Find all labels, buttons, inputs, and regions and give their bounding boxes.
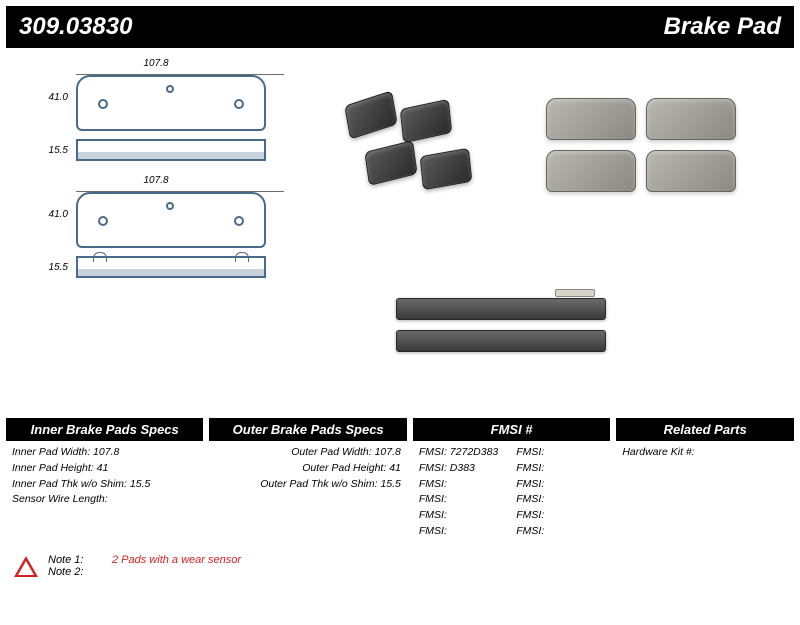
fmsi-block: FMSI # FMSI: 7272D383 FMSI: D383 FMSI: F…: [413, 418, 610, 544]
related-label: Hardware Kit #:: [622, 446, 694, 458]
spec-label: Outer Pad Width:: [291, 446, 371, 458]
inner-pad-face-diagram: 107.8 41.0: [26, 58, 286, 131]
spec-value: 41: [97, 462, 109, 474]
outer-pad-face-diagram: 107.8 41.0: [26, 175, 286, 248]
product-photos: [306, 68, 784, 408]
fmsi-label: FMSI:: [516, 525, 544, 537]
fmsi-value: 7272D383: [450, 446, 498, 458]
notes-row: Note 1: Note 2: 2 Pads with a wear senso…: [6, 554, 794, 578]
pad-photo-front: [546, 150, 636, 192]
specs-row: Inner Brake Pads Specs Inner Pad Width: …: [6, 418, 794, 544]
related-parts-block: Related Parts Hardware Kit #:: [616, 418, 794, 544]
pad-photo-angled: [344, 90, 398, 139]
spec-value: 41: [389, 462, 401, 474]
spec-label: Outer Pad Height:: [302, 462, 386, 474]
pad-photo-edge: [396, 298, 606, 320]
spec-label: Inner Pad Height:: [12, 462, 94, 474]
header-bar: 309.03830 Brake Pad: [6, 6, 794, 48]
note-1-value: 2 Pads with a wear sensor: [112, 554, 241, 566]
fmsi-value: D383: [450, 462, 475, 474]
fmsi-label: FMSI:: [516, 509, 544, 521]
note-1-label: Note 1:: [48, 554, 102, 566]
fmsi-header: FMSI #: [413, 418, 610, 441]
outer-thickness-value: 15.5: [49, 262, 68, 273]
dimension-thickness-left-2: 15.5: [26, 262, 68, 273]
outer-width-value: 107.8: [143, 175, 168, 186]
inner-pad-side-diagram: 15.5: [26, 139, 286, 161]
fmsi-col-1: FMSI: 7272D383 FMSI: D383 FMSI: FMSI: FM…: [419, 445, 498, 540]
pad-photo-front: [646, 98, 736, 140]
dimension-width-top: 107.8: [26, 58, 286, 69]
spec-label: Inner Pad Width:: [12, 446, 90, 458]
spec-value: 15.5: [380, 478, 400, 490]
spec-value: 107.8: [375, 446, 401, 458]
inner-thickness-value: 15.5: [49, 145, 68, 156]
pad-photo-edge: [396, 330, 606, 352]
fmsi-col-2: FMSI: FMSI: FMSI: FMSI: FMSI: FMSI:: [516, 445, 544, 540]
pad-photo-front: [646, 150, 736, 192]
pad-photo-angled: [420, 148, 473, 191]
fmsi-label: FMSI:: [419, 478, 447, 490]
spec-value: 107.8: [93, 446, 119, 458]
inner-specs-block: Inner Brake Pads Specs Inner Pad Width: …: [6, 418, 203, 544]
related-parts-body: Hardware Kit #:: [616, 441, 794, 465]
spec-label: Inner Pad Thk w/o Shim:: [12, 478, 127, 490]
illustration-area: 107.8 41.0 15.5 107.8: [6, 48, 794, 418]
notes-values: 2 Pads with a wear sensor: [112, 554, 241, 566]
inner-specs-body: Inner Pad Width: 107.8 Inner Pad Height:…: [6, 441, 203, 512]
fmsi-label: FMSI:: [419, 446, 447, 458]
spec-label: Sensor Wire Length:: [12, 493, 108, 505]
fmsi-label: FMSI:: [516, 493, 544, 505]
fmsi-label: FMSI:: [516, 462, 544, 474]
dimension-width-top-2: 107.8: [26, 175, 286, 186]
dimension-height-left-2: 41.0: [26, 209, 68, 220]
notes-labels: Note 1: Note 2:: [48, 554, 102, 578]
dimension-thickness-left: 15.5: [26, 145, 68, 156]
warning-icon: [14, 556, 38, 577]
inner-height-value: 41.0: [49, 92, 68, 103]
fmsi-label: FMSI:: [516, 478, 544, 490]
pad-photo-angled: [400, 99, 452, 143]
outer-specs-body: Outer Pad Width: 107.8 Outer Pad Height:…: [209, 441, 406, 496]
fmsi-label: FMSI:: [419, 509, 447, 521]
page-title: Brake Pad: [664, 13, 781, 41]
fmsi-label: FMSI:: [419, 462, 447, 474]
fmsi-body: FMSI: 7272D383 FMSI: D383 FMSI: FMSI: FM…: [413, 441, 610, 544]
part-number: 309.03830: [19, 13, 132, 41]
fmsi-label: FMSI:: [516, 446, 544, 458]
fmsi-label: FMSI:: [419, 525, 447, 537]
engineering-diagrams: 107.8 41.0 15.5 107.8: [26, 58, 286, 286]
pad-photo-front: [546, 98, 636, 140]
dimension-height-left: 41.0: [26, 92, 68, 103]
outer-specs-block: Outer Brake Pads Specs Outer Pad Width: …: [209, 418, 406, 544]
spec-label: Outer Pad Thk w/o Shim:: [260, 478, 377, 490]
spec-value: 15.5: [130, 478, 150, 490]
outer-pad-side-diagram: 15.5: [26, 256, 286, 278]
pad-photo-angled: [364, 140, 417, 186]
inner-width-value: 107.8: [143, 58, 168, 69]
inner-specs-header: Inner Brake Pads Specs: [6, 418, 203, 441]
related-parts-header: Related Parts: [616, 418, 794, 441]
note-2-label: Note 2:: [48, 566, 102, 578]
outer-specs-header: Outer Brake Pads Specs: [209, 418, 406, 441]
outer-height-value: 41.0: [49, 209, 68, 220]
fmsi-label: FMSI:: [419, 493, 447, 505]
